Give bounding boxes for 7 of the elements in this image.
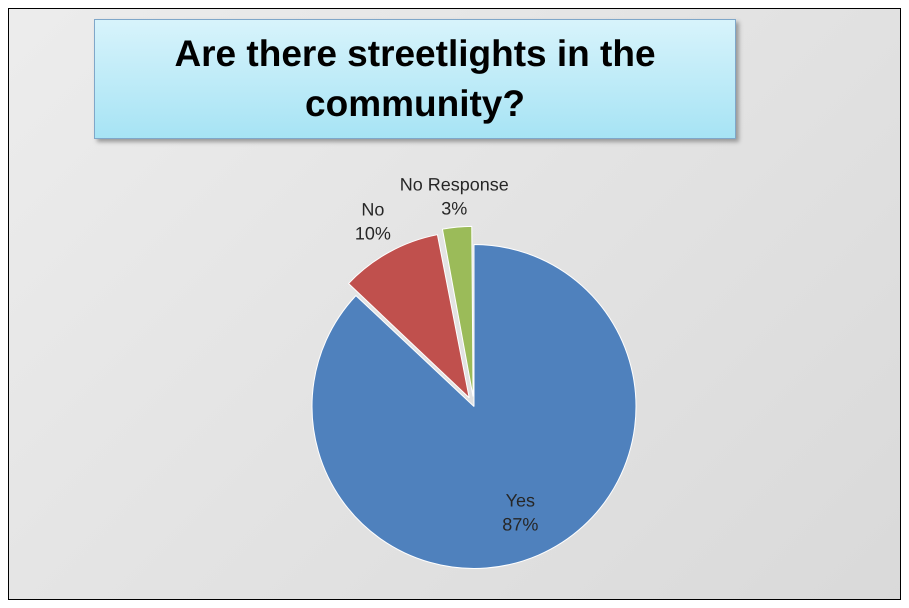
chart-title: Are there streetlights in the community? [94, 19, 736, 139]
data-label: 87% [502, 514, 538, 535]
data-label: 10% [354, 223, 391, 244]
slice-label: No Response [400, 174, 509, 194]
slice-label: Yes [506, 490, 536, 511]
data-label: 3% [441, 198, 468, 218]
slice-label: No [361, 199, 384, 220]
